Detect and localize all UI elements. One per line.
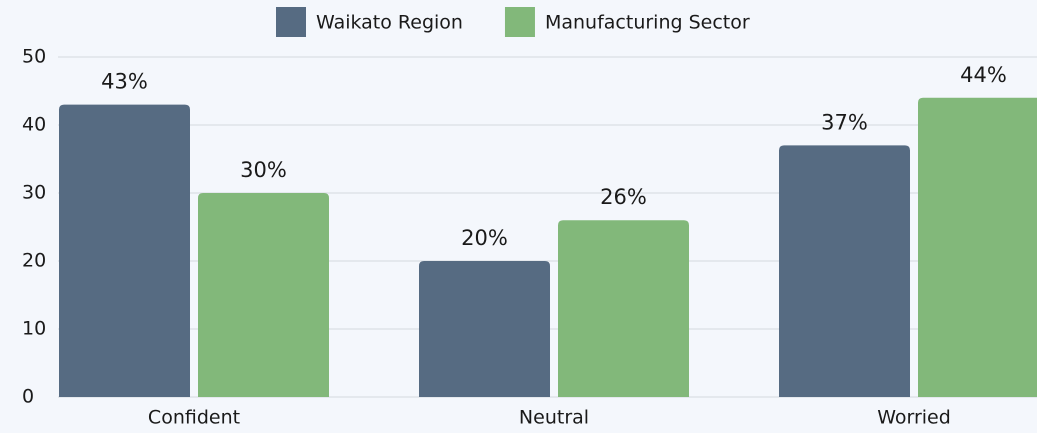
legend-label: Waikato Region <box>316 12 463 34</box>
value-label: 30% <box>240 158 287 182</box>
bar <box>419 261 550 397</box>
x-tick-label: Neutral <box>519 407 589 429</box>
y-tick-label: 0 <box>22 386 34 408</box>
bar <box>779 145 910 397</box>
legend-swatch <box>504 7 535 37</box>
x-tick-label: Confident <box>148 407 240 429</box>
bar <box>558 220 689 397</box>
y-tick-label: 20 <box>22 250 46 272</box>
bar <box>59 104 190 397</box>
value-label: 20% <box>461 226 508 250</box>
y-tick-label: 10 <box>22 318 46 340</box>
legend-label: Manufacturing Sector <box>545 12 750 34</box>
value-label: 43% <box>101 70 148 94</box>
bar <box>198 193 329 397</box>
value-label: 37% <box>821 110 868 134</box>
x-tick-label: Worried <box>877 407 951 429</box>
legend-swatch <box>276 7 306 37</box>
y-tick-label: 30 <box>22 182 46 204</box>
bar <box>918 97 1037 397</box>
y-tick-label: 40 <box>22 114 46 136</box>
value-label: 26% <box>600 185 647 209</box>
y-tick-label: 50 <box>22 46 46 68</box>
value-label: 44% <box>960 63 1007 87</box>
